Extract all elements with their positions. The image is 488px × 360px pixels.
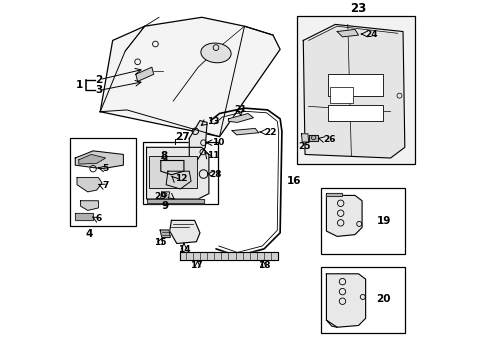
Polygon shape bbox=[146, 147, 208, 199]
Text: 5: 5 bbox=[102, 164, 108, 173]
Polygon shape bbox=[336, 30, 358, 37]
Polygon shape bbox=[232, 129, 258, 135]
Polygon shape bbox=[100, 17, 280, 137]
Text: 21: 21 bbox=[233, 105, 246, 114]
Bar bbox=[321, 188, 404, 254]
Ellipse shape bbox=[201, 43, 231, 63]
Polygon shape bbox=[75, 151, 123, 169]
Polygon shape bbox=[160, 192, 169, 201]
Text: 22: 22 bbox=[264, 127, 276, 136]
Text: 15: 15 bbox=[154, 238, 167, 247]
Bar bbox=[70, 138, 136, 226]
Bar bbox=[321, 267, 404, 333]
Text: 24: 24 bbox=[365, 30, 378, 39]
Polygon shape bbox=[79, 154, 105, 164]
Text: 16: 16 bbox=[286, 176, 301, 186]
Polygon shape bbox=[303, 24, 404, 158]
Text: 4: 4 bbox=[86, 229, 93, 239]
Text: 17: 17 bbox=[190, 261, 203, 270]
Bar bbox=[149, 156, 197, 188]
Polygon shape bbox=[160, 230, 170, 238]
Polygon shape bbox=[326, 193, 342, 196]
Polygon shape bbox=[81, 201, 98, 210]
Bar bbox=[297, 16, 414, 164]
Bar bbox=[329, 87, 352, 103]
Text: 11: 11 bbox=[207, 151, 219, 160]
Text: 6: 6 bbox=[95, 215, 102, 224]
Text: 2: 2 bbox=[95, 75, 102, 85]
Text: 20: 20 bbox=[376, 294, 390, 304]
Bar bbox=[327, 104, 383, 121]
Text: 19: 19 bbox=[376, 216, 390, 226]
Polygon shape bbox=[161, 161, 183, 175]
Text: 12: 12 bbox=[175, 174, 187, 183]
Polygon shape bbox=[146, 199, 203, 203]
Polygon shape bbox=[77, 177, 102, 192]
Text: 25: 25 bbox=[298, 142, 310, 151]
Text: 10: 10 bbox=[211, 138, 224, 147]
Polygon shape bbox=[228, 113, 253, 122]
Text: 8: 8 bbox=[161, 150, 167, 161]
Text: 13: 13 bbox=[207, 117, 219, 126]
Polygon shape bbox=[309, 135, 317, 140]
Text: 26: 26 bbox=[322, 135, 335, 144]
Polygon shape bbox=[189, 121, 207, 162]
Polygon shape bbox=[326, 195, 361, 237]
Polygon shape bbox=[166, 171, 191, 189]
Polygon shape bbox=[136, 67, 153, 81]
Polygon shape bbox=[301, 134, 308, 142]
Text: 23: 23 bbox=[349, 2, 365, 15]
Text: 18: 18 bbox=[257, 261, 270, 270]
Text: 14: 14 bbox=[177, 245, 190, 254]
Bar bbox=[327, 74, 383, 96]
Text: 7: 7 bbox=[102, 181, 108, 190]
Text: 1: 1 bbox=[76, 80, 83, 90]
Text: 3: 3 bbox=[95, 85, 102, 95]
Text: 9: 9 bbox=[161, 201, 168, 211]
Polygon shape bbox=[75, 213, 93, 220]
Bar bbox=[142, 142, 217, 204]
Text: 28: 28 bbox=[209, 170, 222, 179]
Text: 29: 29 bbox=[154, 192, 167, 201]
Polygon shape bbox=[326, 274, 365, 327]
Polygon shape bbox=[180, 252, 278, 260]
Polygon shape bbox=[169, 220, 200, 243]
Text: 27: 27 bbox=[175, 132, 189, 141]
